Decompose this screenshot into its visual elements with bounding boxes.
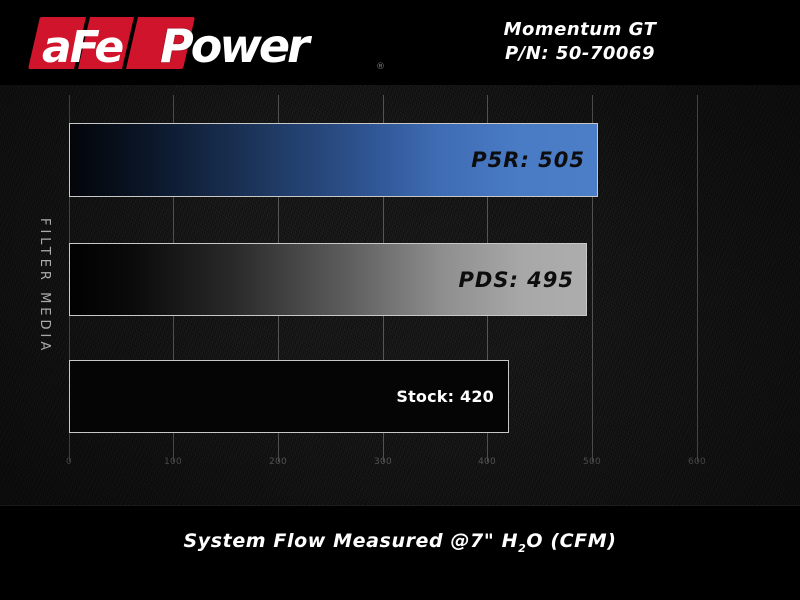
- header-product-info: Momentum GT P/N: 50-70069: [430, 18, 730, 67]
- logo-power-text: Power: [160, 19, 310, 73]
- xtick-500: 500: [582, 457, 602, 467]
- xtick-300: 300: [373, 457, 393, 467]
- xtick-400: 400: [477, 457, 497, 467]
- plot-area: P5R: 505 PDS: 495 Stock: 420: [69, 95, 698, 462]
- afe-power-logo: aFe Power ®: [10, 10, 396, 76]
- xtick-200: 200: [268, 457, 288, 467]
- bar-pds: PDS: 495: [69, 243, 587, 316]
- footer-divider: [0, 505, 800, 506]
- bar-label-pds: PDS: 495: [458, 267, 574, 292]
- footer-bar: [0, 506, 800, 600]
- gridline-500: [592, 95, 593, 462]
- logo-afe-text: aFe: [42, 22, 124, 73]
- header-bar: aFe Power ® Momentum GT P/N: 50-70069: [0, 0, 800, 85]
- xtick-100: 100: [163, 457, 183, 467]
- bar-p5r: P5R: 505: [69, 123, 598, 197]
- xtick-600: 600: [687, 457, 707, 467]
- registered-trademark-icon: ®: [376, 62, 385, 72]
- footer-caption: System Flow Measured @7" H2O (CFM): [0, 530, 800, 555]
- footer-caption-subscript: 2: [518, 541, 527, 555]
- footer-caption-suffix: O (CFM): [526, 530, 617, 552]
- bar-label-stock: Stock: 420: [396, 387, 494, 406]
- part-number: P/N: 50-70069: [505, 43, 655, 65]
- xtick-0: 0: [65, 457, 73, 467]
- gridline-600: [697, 95, 698, 462]
- y-axis-label: FILTER MEDIA: [37, 218, 52, 355]
- bar-stock: Stock: 420: [69, 360, 509, 433]
- footer-caption-prefix: System Flow Measured @7" H: [183, 530, 519, 552]
- bar-label-p5r: P5R: 505: [471, 148, 585, 172]
- product-name: Momentum GT: [503, 19, 657, 40]
